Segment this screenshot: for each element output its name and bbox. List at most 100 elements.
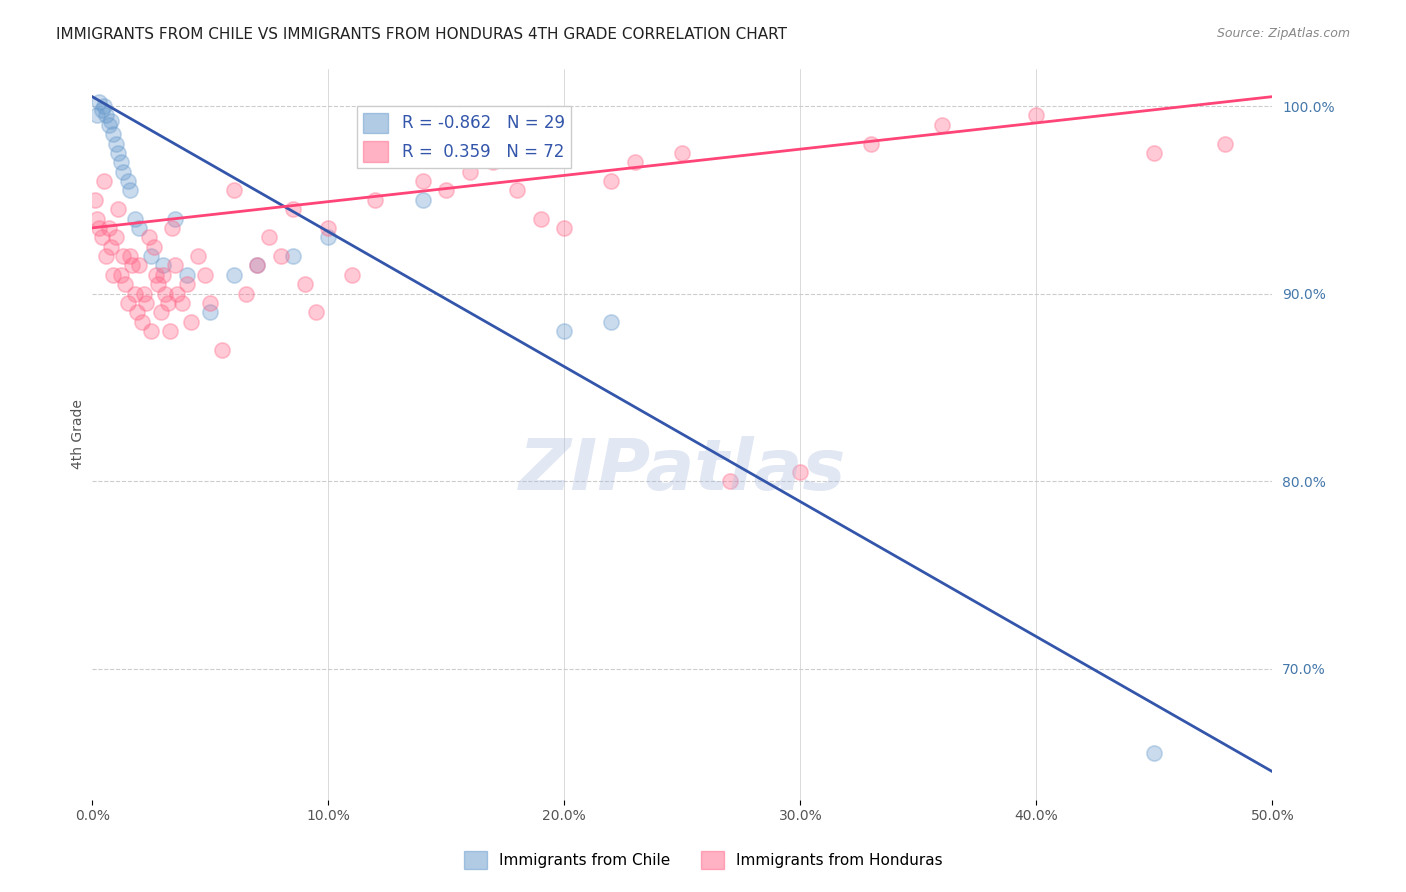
Point xyxy=(83,193,105,207)
Point xyxy=(124,286,146,301)
Point xyxy=(117,296,139,310)
Point xyxy=(103,268,125,282)
Point xyxy=(235,286,257,301)
Point xyxy=(200,305,222,319)
Point xyxy=(257,230,280,244)
Point xyxy=(222,268,245,282)
Point xyxy=(100,240,122,254)
Point xyxy=(141,249,163,263)
Point xyxy=(89,95,111,110)
Point xyxy=(180,315,202,329)
Point xyxy=(96,108,118,122)
Point xyxy=(97,118,120,132)
Y-axis label: 4th Grade: 4th Grade xyxy=(72,400,86,469)
Text: IMMIGRANTS FROM CHILE VS IMMIGRANTS FROM HONDURAS 4TH GRADE CORRELATION CHART: IMMIGRANTS FROM CHILE VS IMMIGRANTS FROM… xyxy=(56,27,787,42)
Point xyxy=(117,174,139,188)
Point xyxy=(124,211,146,226)
Point xyxy=(530,211,553,226)
Point xyxy=(200,296,222,310)
Point xyxy=(553,324,575,338)
Point xyxy=(111,249,134,263)
Point xyxy=(482,155,505,169)
Point xyxy=(90,230,112,244)
Point xyxy=(110,268,132,282)
Point xyxy=(163,211,186,226)
Point xyxy=(155,286,177,301)
Point xyxy=(246,259,269,273)
Point xyxy=(110,155,132,169)
Point xyxy=(141,324,163,338)
Point xyxy=(107,145,129,160)
Point xyxy=(305,305,328,319)
Point xyxy=(170,296,193,310)
Point xyxy=(600,315,623,329)
Point xyxy=(412,174,434,188)
Point xyxy=(931,118,953,132)
Point xyxy=(86,211,108,226)
Point xyxy=(163,259,186,273)
Point xyxy=(100,114,122,128)
Point xyxy=(340,268,363,282)
Point xyxy=(176,268,198,282)
Point xyxy=(294,277,316,292)
Point xyxy=(222,183,245,197)
Point xyxy=(434,183,457,197)
Point xyxy=(281,202,304,216)
Point xyxy=(104,136,127,151)
Point xyxy=(281,249,304,263)
Point xyxy=(97,220,120,235)
Point xyxy=(159,324,181,338)
Point xyxy=(600,174,623,188)
Point xyxy=(86,108,108,122)
Point xyxy=(138,230,160,244)
Point xyxy=(1025,108,1047,122)
Point xyxy=(93,174,115,188)
Point xyxy=(194,268,217,282)
Point xyxy=(152,268,174,282)
Point xyxy=(104,230,127,244)
Point xyxy=(128,220,150,235)
Point xyxy=(121,259,143,273)
Text: ZIPatlas: ZIPatlas xyxy=(519,436,846,505)
Point xyxy=(1143,145,1166,160)
Point xyxy=(506,183,529,197)
Point xyxy=(111,164,134,178)
Point xyxy=(114,277,136,292)
Point xyxy=(671,145,693,160)
Point xyxy=(316,220,339,235)
Text: Source: ZipAtlas.com: Source: ZipAtlas.com xyxy=(1216,27,1350,40)
Point xyxy=(145,268,167,282)
Point xyxy=(142,240,165,254)
Point xyxy=(412,193,434,207)
Point xyxy=(131,315,153,329)
Point xyxy=(149,305,172,319)
Point xyxy=(458,164,481,178)
Point xyxy=(364,193,387,207)
Point xyxy=(388,145,411,160)
Point xyxy=(107,202,129,216)
Point xyxy=(96,249,118,263)
Point xyxy=(103,127,125,141)
Point xyxy=(211,343,233,357)
Legend: R = -0.862   N = 29, R =  0.359   N = 72: R = -0.862 N = 29, R = 0.359 N = 72 xyxy=(357,106,571,169)
Point xyxy=(166,286,188,301)
Point xyxy=(1143,746,1166,760)
Point xyxy=(246,259,269,273)
Point xyxy=(624,155,647,169)
Point xyxy=(187,249,209,263)
Point xyxy=(128,259,150,273)
Point xyxy=(93,99,115,113)
Legend: Immigrants from Chile, Immigrants from Honduras: Immigrants from Chile, Immigrants from H… xyxy=(457,845,949,875)
Point xyxy=(1213,136,1236,151)
Point xyxy=(718,474,741,488)
Point xyxy=(135,296,157,310)
Point xyxy=(270,249,292,263)
Point xyxy=(90,103,112,117)
Point xyxy=(316,230,339,244)
Point xyxy=(860,136,883,151)
Point xyxy=(118,249,141,263)
Point xyxy=(553,220,575,235)
Point xyxy=(156,296,179,310)
Point xyxy=(89,220,111,235)
Point xyxy=(789,465,811,479)
